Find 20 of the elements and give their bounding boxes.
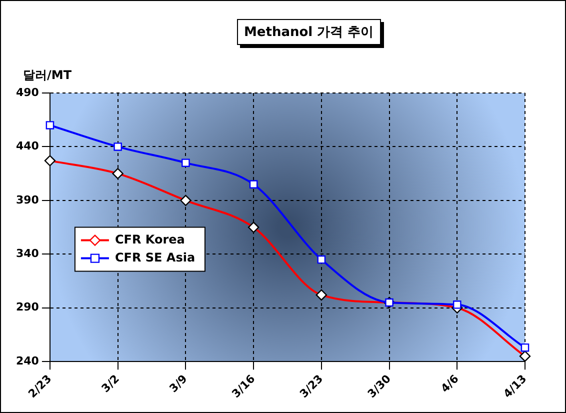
point (114, 142, 122, 151)
point (46, 121, 54, 130)
point (520, 343, 530, 352)
legend-label: CFR SE Asia (114, 250, 196, 264)
x-tick-label: 4/6 (438, 372, 462, 396)
chart-title: Methanol 가격 추이 (237, 19, 381, 45)
y-tick-label: 240 (16, 354, 40, 368)
y-tick-label: 340 (16, 247, 40, 260)
point (182, 158, 190, 167)
legend-label: CFR Korea (114, 232, 185, 246)
y-axis-title: 달러/MT (23, 67, 72, 84)
point (249, 180, 258, 188)
y-tick-label: 490 (16, 86, 40, 99)
y-tick-label: 290 (16, 300, 40, 314)
point (317, 255, 326, 264)
point (453, 300, 462, 309)
x-tick-label: 3/2 (99, 372, 122, 396)
y-tick-label: 440 (16, 140, 40, 153)
x-tick-label: 3/9 (166, 372, 190, 396)
y-tick-label: 390 (16, 193, 40, 206)
